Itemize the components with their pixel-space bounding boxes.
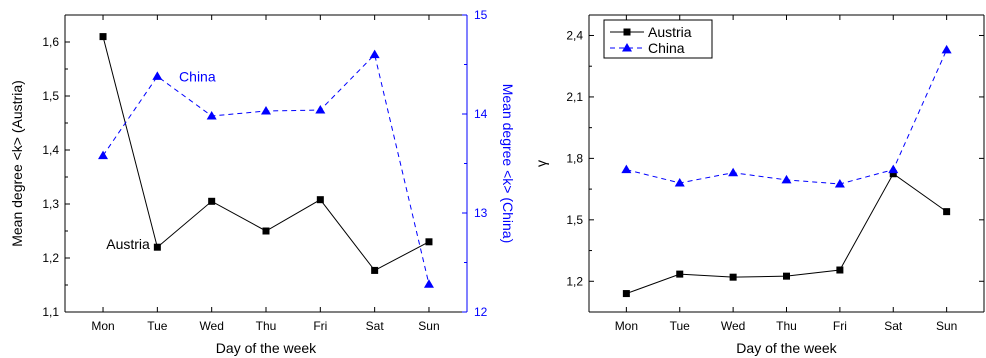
data-point <box>728 167 739 177</box>
legend-marker <box>623 28 631 36</box>
y-tick-label: 1,3 <box>42 197 59 211</box>
x-tick-label: Sat <box>366 319 385 333</box>
y-tick-label: 2,4 <box>566 28 583 42</box>
data-point <box>621 164 632 174</box>
series-china <box>621 44 952 188</box>
data-point <box>676 270 684 278</box>
data-point <box>98 150 109 160</box>
x-tick-label: Fri <box>313 319 327 333</box>
data-point <box>425 238 433 246</box>
y2-tick-label: 14 <box>474 107 488 121</box>
legend-marker <box>622 43 632 52</box>
series-austria <box>622 170 951 298</box>
data-point <box>888 164 899 174</box>
series-line <box>102 53 430 285</box>
data-point <box>783 272 790 280</box>
data-point <box>622 290 630 298</box>
x-axis-title: Day of the week <box>736 340 837 356</box>
y-tick-label: 1,8 <box>566 151 583 165</box>
data-point <box>208 197 216 205</box>
y2-tick-label: 13 <box>474 206 488 220</box>
legend-box <box>603 19 713 59</box>
y-tick-label: 1,1 <box>42 305 59 319</box>
data-point <box>152 71 163 80</box>
x-tick-label: Sun <box>936 319 957 333</box>
data-point <box>369 49 380 59</box>
data-point <box>315 105 326 114</box>
series-label-china: China <box>179 68 216 84</box>
data-point <box>99 33 107 41</box>
x-tick-label: Wed <box>721 319 745 333</box>
data-point <box>943 208 951 216</box>
left-chart: Mon Tue Wed Thu Fri Sat Sun 1,1 1,2 1,3 1,4 1,5 1,6 1… <box>9 8 516 356</box>
x-tick-label: Tue <box>147 319 168 333</box>
series-austria <box>99 33 433 274</box>
data-point <box>834 178 845 188</box>
y2-tick-label: 15 <box>474 8 488 22</box>
x-tick-label: Mon <box>91 319 114 333</box>
series-china <box>98 49 434 288</box>
data-point <box>261 106 271 115</box>
series-line <box>102 36 430 272</box>
y-tick-label: 2,1 <box>566 90 583 104</box>
x-tick-label: Sun <box>418 319 439 333</box>
data-point <box>941 44 952 54</box>
data-point <box>781 174 792 184</box>
data-point <box>371 266 379 274</box>
data-point <box>674 177 685 187</box>
series-line <box>626 49 948 185</box>
x-axis-title: Day of the week <box>216 340 317 356</box>
y-tick-label: 1,2 <box>42 251 59 265</box>
y-axis-title: γ <box>533 160 549 167</box>
y-tick-label: 1,6 <box>42 35 59 49</box>
x-tick-label: Fri <box>833 319 847 333</box>
data-point <box>836 266 844 274</box>
right-chart: Mon Tue Wed Thu Fri Sat Sun 1,2 1,5 1,8 2,1 2,4 Day … <box>533 14 985 356</box>
x-tick-label: Wed <box>199 319 223 333</box>
y-tick-label: 1,4 <box>42 143 59 157</box>
legend-label: Austria <box>648 24 692 40</box>
data-point <box>729 273 737 281</box>
y-axis-title: Mean degree <k> (Austria) <box>9 80 25 247</box>
data-point <box>262 227 270 235</box>
y-tick-label: 1,2 <box>566 274 583 288</box>
data-point <box>423 279 434 288</box>
legend-label: China <box>648 40 685 56</box>
x-tick-label: Thu <box>776 319 797 333</box>
y-tick-label: 1,5 <box>42 89 59 103</box>
x-tick-label: Mon <box>615 319 638 333</box>
data-point <box>889 170 897 178</box>
data-point <box>316 196 324 204</box>
y2-axis-title: Mean degree <k> (China) <box>500 84 516 244</box>
x-tick-label: Sat <box>884 319 903 333</box>
data-point <box>206 110 217 120</box>
y2-tick-label: 12 <box>474 305 488 319</box>
y-tick-label: 1,5 <box>566 213 583 227</box>
data-point <box>153 243 161 251</box>
x-tick-label: Thu <box>256 319 277 333</box>
x-tick-label: Tue <box>670 319 691 333</box>
series-label-austria: Austria <box>106 236 150 252</box>
